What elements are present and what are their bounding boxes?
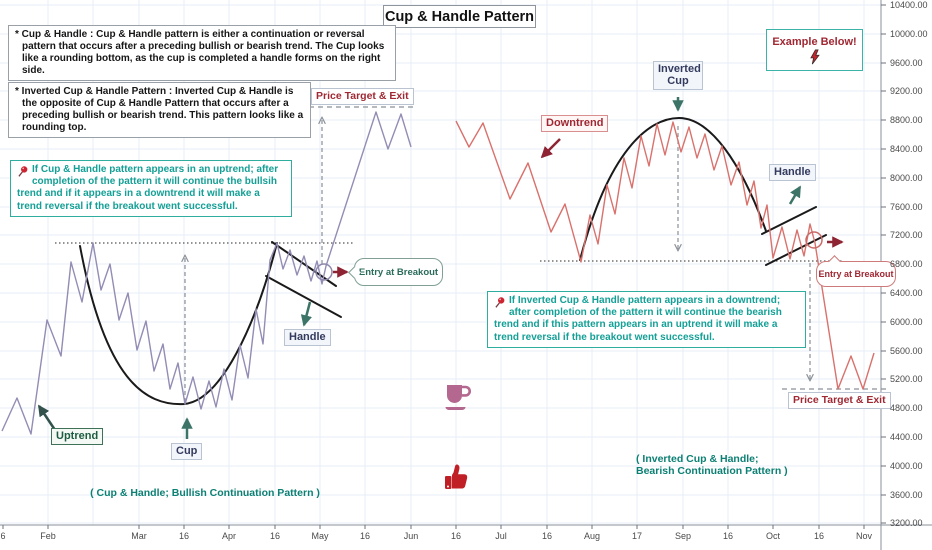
entry-breakout-right-bubble: Entry at Breakout (816, 261, 896, 287)
definition-cup-handle: * Cup & Handle : Cup & Handle pattern is… (8, 25, 396, 81)
time-axis-label: 16 (541, 531, 553, 541)
price-axis-label: 5600.00 (890, 346, 923, 356)
time-axis-label: 16 (722, 531, 734, 541)
price-axis-label: 10000.00 (890, 29, 928, 39)
time-axis-label: Jun (403, 531, 419, 541)
time-axis-label: Apr (221, 531, 237, 541)
note-inverted-text: If Inverted Cup & Handle pattern appears… (494, 295, 782, 343)
caption-bearish-line1: ( Inverted Cup & Handle; (636, 453, 759, 465)
price-axis-label: 9600.00 (890, 58, 923, 68)
time-axis-label: Jul (495, 531, 507, 541)
time-axis-label: 16 (813, 531, 825, 541)
time-axis-label: Aug (583, 531, 601, 541)
price-axis-label: 6400.00 (890, 288, 923, 298)
caption-bullish: ( Cup & Handle; Bullish Continuation Pat… (90, 487, 320, 499)
price-axis-label: 9200.00 (890, 86, 923, 96)
time-axis-label: Feb (40, 531, 56, 541)
price-axis-label: 7200.00 (890, 230, 923, 240)
time-axis-label: 16 (450, 531, 462, 541)
price-axis-label: 4800.00 (890, 403, 923, 413)
coffee-cup-icon (445, 385, 471, 410)
note-cup-handle-text: If Cup & Handle pattern appears in an up… (17, 164, 279, 212)
time-axis-label: 6 (0, 531, 6, 541)
time-axis-label: May (311, 531, 329, 541)
time-axis-label: 16 (178, 531, 190, 541)
page-title: Cup & Handle Pattern (383, 5, 536, 28)
inverted-cup-label: Inverted Cup (653, 61, 703, 90)
handle-right-label: Handle (769, 164, 816, 181)
price-axis-label: 4400.00 (890, 432, 923, 442)
pushpin-icon (495, 297, 505, 308)
time-axis-label: Sep (674, 531, 692, 541)
time-axis-label: Nov (855, 531, 873, 541)
time-axis[interactable]: 6 Feb Mar 16 Apr 16 May 16 Jun 16 Jul 16 Aug 17 Sep 16 O… (0, 525, 932, 550)
lightning-icon (810, 48, 820, 64)
price-axis-label: 8400.00 (890, 144, 923, 154)
price-axis-label: 4000.00 (890, 461, 923, 471)
price-lines (1, 111, 875, 435)
price-target-right-label: Price Target & Exit (788, 392, 891, 409)
note-cup-handle: If Cup & Handle pattern appears in an up… (10, 160, 292, 217)
pattern-outlines (79, 116, 827, 406)
time-axis-label: Mar (131, 531, 147, 541)
caption-bearish: ( Inverted Cup & Handle; Bearish Continu… (636, 453, 788, 477)
caption-bearish-line2: Bearish Continuation Pattern ) (636, 465, 788, 477)
pushpin-icon (18, 166, 28, 177)
downtrend-label: Downtrend (541, 115, 609, 132)
entry-breakout-left-bubble: Entry at Breakout (354, 258, 443, 286)
example-below-box: Example Below! (766, 29, 863, 71)
note-inverted-cup-handle: If Inverted Cup & Handle pattern appears… (487, 291, 806, 348)
price-axis-label: 10400.00 (890, 0, 928, 10)
time-axis-label: 16 (359, 531, 371, 541)
definition-inverted-cup-handle: * Inverted Cup & Handle Pattern : Invert… (8, 82, 311, 138)
price-axis-label: 8800.00 (890, 115, 923, 125)
price-axis-label: 6000.00 (890, 317, 923, 327)
price-axis-label: 6800.00 (890, 259, 923, 269)
uptrend-label: Uptrend (51, 428, 104, 445)
time-axis-label: Oct (765, 531, 781, 541)
price-axis-label: 5200.00 (890, 374, 923, 384)
cup-label: Cup (171, 443, 203, 460)
example-below-label: Example Below! (772, 35, 857, 48)
price-axis-label: 3600.00 (890, 490, 923, 500)
price-axis-label: 8000.00 (890, 173, 923, 183)
guide-lines (55, 106, 887, 402)
time-axis-label: 16 (269, 531, 281, 541)
breakout-circles (315, 231, 823, 281)
handle-left-label: Handle (284, 329, 331, 346)
thumbs-up-icon (445, 464, 468, 489)
price-axis-label: 3200.00 (890, 518, 923, 528)
price-axis-label: 7600.00 (890, 202, 923, 212)
price-axis[interactable]: 10400.00 10000.00 9600.00 9200.00 8800.00 840… (881, 0, 932, 528)
price-target-left-label: Price Target & Exit (311, 88, 414, 105)
time-axis-label: 17 (631, 531, 643, 541)
